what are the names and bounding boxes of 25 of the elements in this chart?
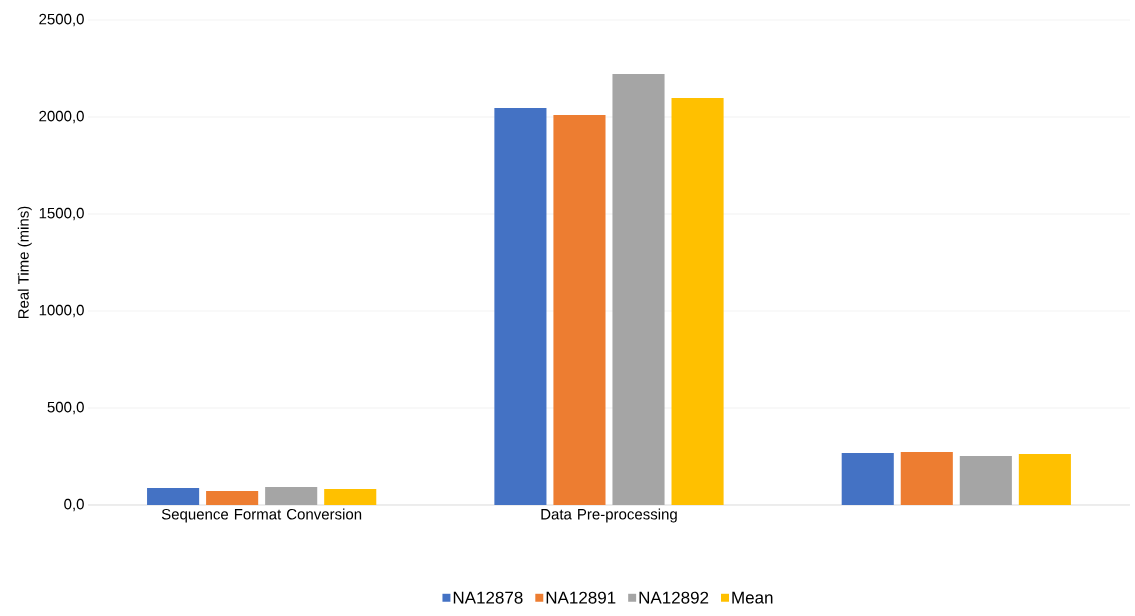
x-tick-label: Data Pre-processing — [541, 508, 677, 523]
bar — [206, 491, 259, 505]
bar — [900, 452, 953, 505]
bar — [553, 115, 606, 505]
bar — [671, 97, 724, 505]
y-tick-label: 0,0 — [64, 498, 84, 512]
y-axis-title: Real Time (mins) — [17, 206, 32, 319]
bar — [612, 73, 665, 505]
legend-label: NA12891 — [546, 591, 616, 604]
y-tick-label: 1500,0 — [39, 207, 84, 221]
legend-label: Mean — [732, 591, 773, 604]
bar — [841, 453, 894, 505]
y-tick-label: 2000,0 — [39, 110, 84, 124]
legend-label: NA12892 — [639, 591, 709, 604]
y-tick-label: 2500,0 — [39, 13, 84, 27]
bar — [324, 489, 377, 505]
bar — [147, 487, 200, 505]
y-tick-label: 1000,0 — [39, 304, 84, 318]
bar — [494, 108, 547, 505]
legend-label: NA12878 — [453, 591, 523, 604]
x-tick-label: Sequence Format Conversion — [161, 508, 362, 523]
bar — [265, 486, 318, 505]
bar — [959, 455, 1012, 505]
bar — [1018, 453, 1071, 505]
y-tick-label: 500,0 — [47, 401, 84, 415]
